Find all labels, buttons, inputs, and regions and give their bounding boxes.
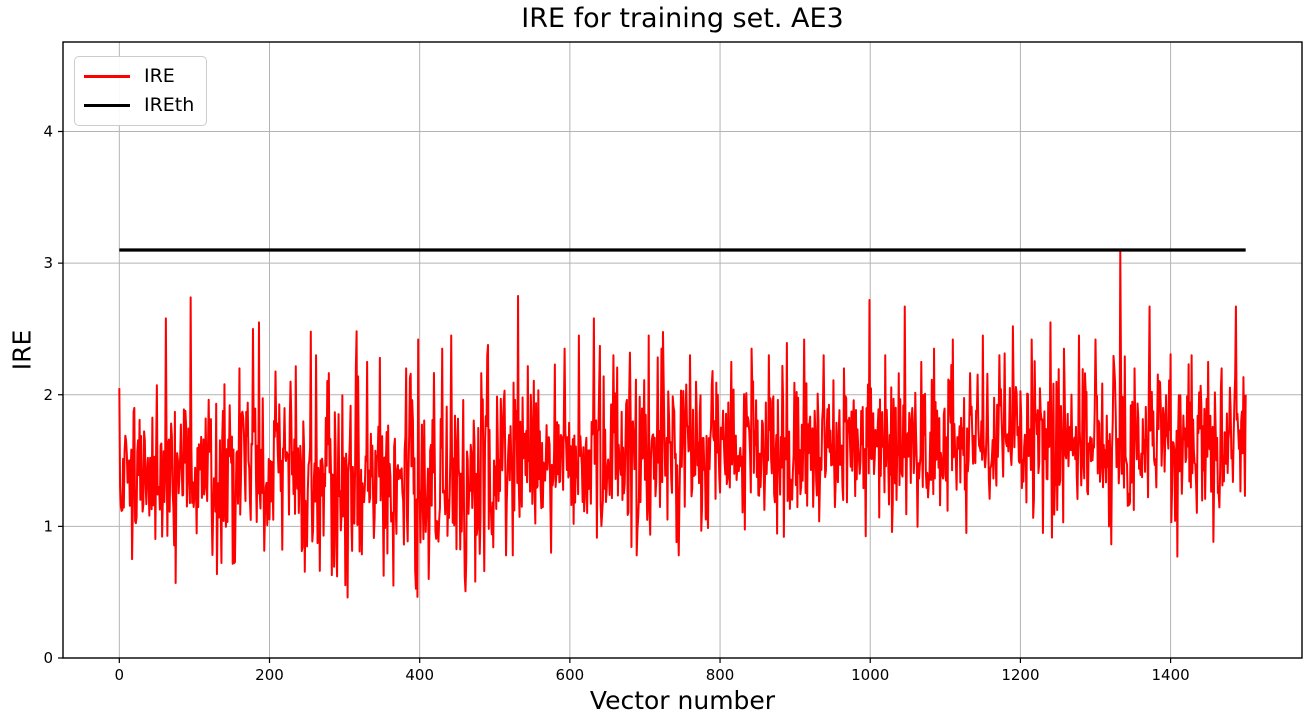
series-ire-line bbox=[118, 250, 1247, 599]
legend-line-sample-ireth bbox=[84, 104, 130, 107]
y-tick-label: 0 bbox=[43, 649, 53, 667]
legend-item-ireth: IREth bbox=[84, 91, 194, 120]
legend: IRE IREth bbox=[74, 56, 208, 126]
legend-line-sample-ire bbox=[84, 75, 130, 78]
x-tick-label: 400 bbox=[405, 666, 434, 684]
legend-label-ireth: IREth bbox=[144, 94, 195, 116]
x-tick-label: 600 bbox=[556, 666, 585, 684]
axes-spines bbox=[62, 41, 1303, 659]
x-tick-label: 800 bbox=[706, 666, 735, 684]
y-tick-label: 4 bbox=[43, 123, 53, 141]
y-tick-label: 1 bbox=[43, 517, 53, 535]
x-tick-label: 1200 bbox=[1001, 666, 1039, 684]
y-tick-label: 3 bbox=[43, 254, 53, 272]
x-tick-label: 0 bbox=[115, 666, 125, 684]
y-axis-label: IRE bbox=[7, 329, 37, 371]
legend-label-ire: IRE bbox=[144, 65, 175, 87]
chart-title: IRE for training set. AE3 bbox=[521, 3, 844, 34]
legend-item-ire: IRE bbox=[84, 62, 194, 91]
y-tick-label: 2 bbox=[43, 386, 53, 404]
x-tick-label: 1400 bbox=[1151, 666, 1189, 684]
x-tick-label: 1000 bbox=[851, 666, 889, 684]
x-tick-label: 200 bbox=[255, 666, 284, 684]
x-axis-label: Vector number bbox=[589, 686, 776, 715]
